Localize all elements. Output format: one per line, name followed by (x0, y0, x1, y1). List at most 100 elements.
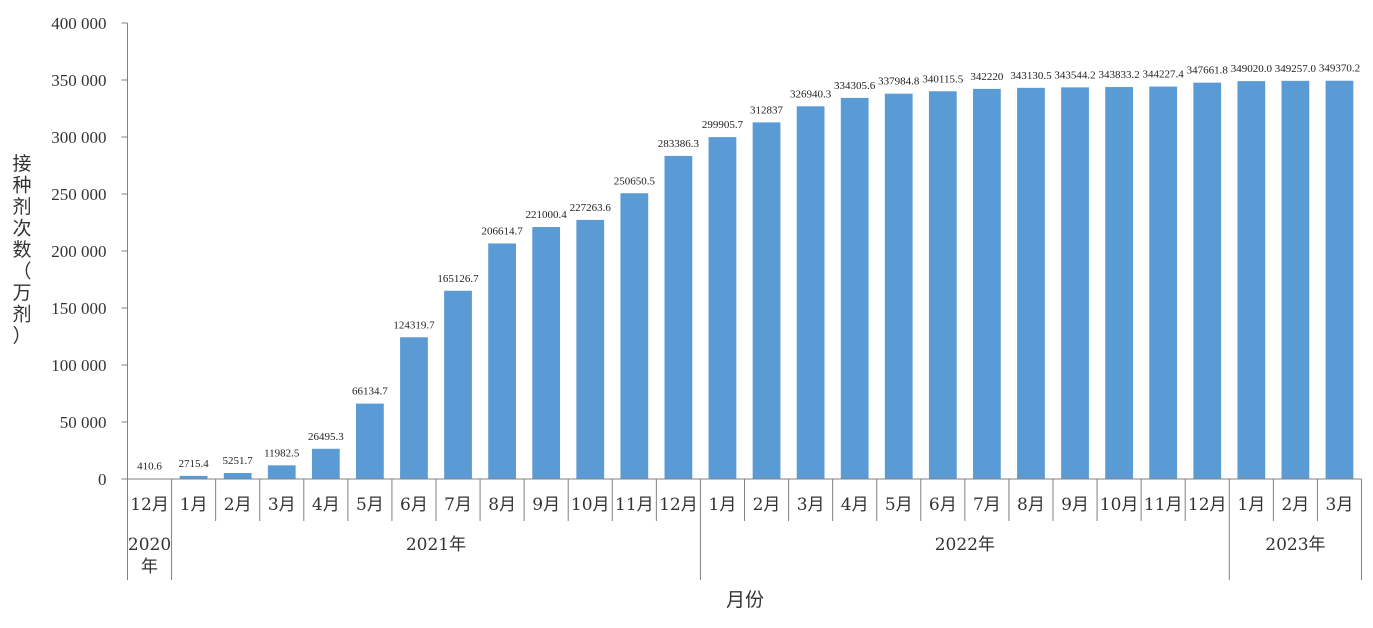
bar-value-label: 227263.6 (570, 202, 612, 214)
bar-value-label: 250650.5 (614, 175, 656, 187)
x-tick-label: 9月 (1061, 495, 1089, 515)
bar (752, 122, 781, 480)
bar (840, 97, 869, 480)
bar-value-label: 349257.0 (1275, 63, 1317, 75)
bar-value-label: 5251.7 (223, 455, 254, 467)
x-tick-label: 4月 (312, 495, 340, 515)
bar-value-label: 344227.4 (1143, 69, 1185, 81)
x-tick-label: 4月 (841, 495, 869, 515)
bar-value-label: 343130.5 (1010, 70, 1052, 82)
bar-value-label: 312837 (750, 104, 784, 116)
bar (620, 193, 649, 479)
x-tick-label: 10月 (571, 495, 610, 515)
x-tick-label: 11月 (1144, 495, 1183, 515)
x-tick-label: 2月 (224, 495, 252, 515)
bar (532, 227, 561, 479)
bar-value-label: 337984.8 (878, 76, 920, 88)
x-axis-title: 月份 (726, 589, 764, 611)
x-tick-label: 2月 (753, 495, 781, 515)
year-group-label: 2020 年 (128, 535, 171, 577)
y-tick-label: 300 000 (51, 128, 106, 147)
bar-value-label: 343544.2 (1054, 69, 1095, 81)
bar-value-label: 340115.5 (922, 73, 963, 85)
x-tick-label: 12月 (130, 495, 169, 515)
y-tick-label: 200 000 (51, 242, 106, 261)
x-tick-label: 12月 (659, 495, 698, 515)
y-axis: 0 50 000 100 000 150 000 200 000 250 000 300 0… (51, 14, 128, 489)
x-tick-label: 9月 (532, 495, 560, 515)
bar-value-label: 283386.3 (658, 138, 700, 150)
bar-value-label: 410.6 (137, 461, 162, 473)
x-tick-label: 8月 (1017, 495, 1045, 515)
x-tick-label: 3月 (1326, 495, 1354, 515)
year-group-label: 2022年 (935, 535, 995, 555)
x-tick-label: 5月 (356, 495, 384, 515)
x-tick-label: 2月 (1281, 495, 1309, 515)
y-tick-label: 150 000 (51, 299, 106, 318)
bar-value-label: 11982.5 (264, 447, 300, 459)
y-tick-label: 250 000 (51, 185, 106, 204)
bar-value-label: 343833.2 (1098, 69, 1139, 81)
bar-value-label: 326940.3 (790, 88, 832, 100)
year-group-label: 2023年 (1265, 535, 1325, 555)
bar (1281, 80, 1310, 480)
bar (1237, 81, 1266, 480)
x-tick-label: 7月 (444, 495, 472, 515)
bar-value-label: 2715.4 (178, 458, 209, 470)
bar (664, 155, 693, 479)
x-tick-label: 8月 (488, 495, 516, 515)
bar (973, 88, 1001, 479)
x-tick-label: 10月 (1100, 495, 1139, 515)
y-tick-label: 0 (98, 470, 107, 489)
y-axis-title: 接种剂次数（万剂） (12, 153, 31, 347)
x-tick-label: 6月 (929, 495, 957, 515)
x-tick-label: 1月 (180, 495, 208, 515)
x-tick-label: 11月 (615, 495, 654, 515)
bar (884, 93, 913, 479)
bar-value-label: 124319.7 (393, 319, 435, 331)
bar (267, 465, 296, 479)
bar (488, 243, 516, 479)
y-tick-label: 100 000 (51, 356, 106, 375)
bar-value-label: 347661.8 (1187, 65, 1229, 77)
bar-value-label: 26495.3 (308, 431, 344, 443)
bar (708, 137, 737, 480)
bar (400, 337, 428, 479)
bar-value-label: 334305.6 (834, 80, 876, 92)
bar (796, 106, 825, 479)
x-tick-label: 3月 (797, 495, 825, 515)
bar (1061, 87, 1089, 479)
bar (928, 91, 957, 479)
x-tick-label: 1月 (709, 495, 737, 515)
bar (356, 403, 384, 479)
bar-value-label: 66134.7 (352, 386, 388, 398)
bar-value-label: 165126.7 (437, 273, 479, 285)
bar (179, 475, 208, 479)
x-axis: 12月 1月 2月 3月 4月 5月 6月 7月 8月 9月 10月 11月 12月 1月 2月 3月 4月 5月… (127, 478, 1362, 580)
bar-value-label: 221000.4 (526, 209, 568, 221)
bar (576, 219, 605, 479)
bar (311, 448, 340, 479)
y-tick-label: 350 000 (51, 71, 106, 90)
bar-value-label: 349370.2 (1319, 63, 1360, 75)
data-labels: 410.6 2715.4 5251.7 11982.5 26495.3 66134.7 12… (137, 63, 1360, 473)
x-tick-label: 12月 (1188, 495, 1227, 515)
x-tick-label: 5月 (885, 495, 913, 515)
bar (223, 473, 252, 479)
bar-value-label: 349020.0 (1231, 63, 1273, 75)
x-tick-label: 1月 (1237, 495, 1265, 515)
y-tick-label: 50 000 (60, 413, 107, 432)
bar-value-label: 342220 (970, 71, 1004, 83)
x-tick-label: 6月 (400, 495, 428, 515)
bar-value-label: 299905.7 (702, 119, 744, 131)
bar (1193, 82, 1222, 479)
bars (135, 80, 1354, 480)
year-group-label: 2021年 (406, 535, 466, 555)
bar-value-label: 206614.7 (481, 225, 523, 237)
x-tick-label: 7月 (973, 495, 1001, 515)
bar (1149, 86, 1178, 480)
bar (444, 290, 472, 479)
y-tick-label: 400 000 (51, 14, 106, 33)
x-tick-label: 3月 (268, 495, 296, 515)
